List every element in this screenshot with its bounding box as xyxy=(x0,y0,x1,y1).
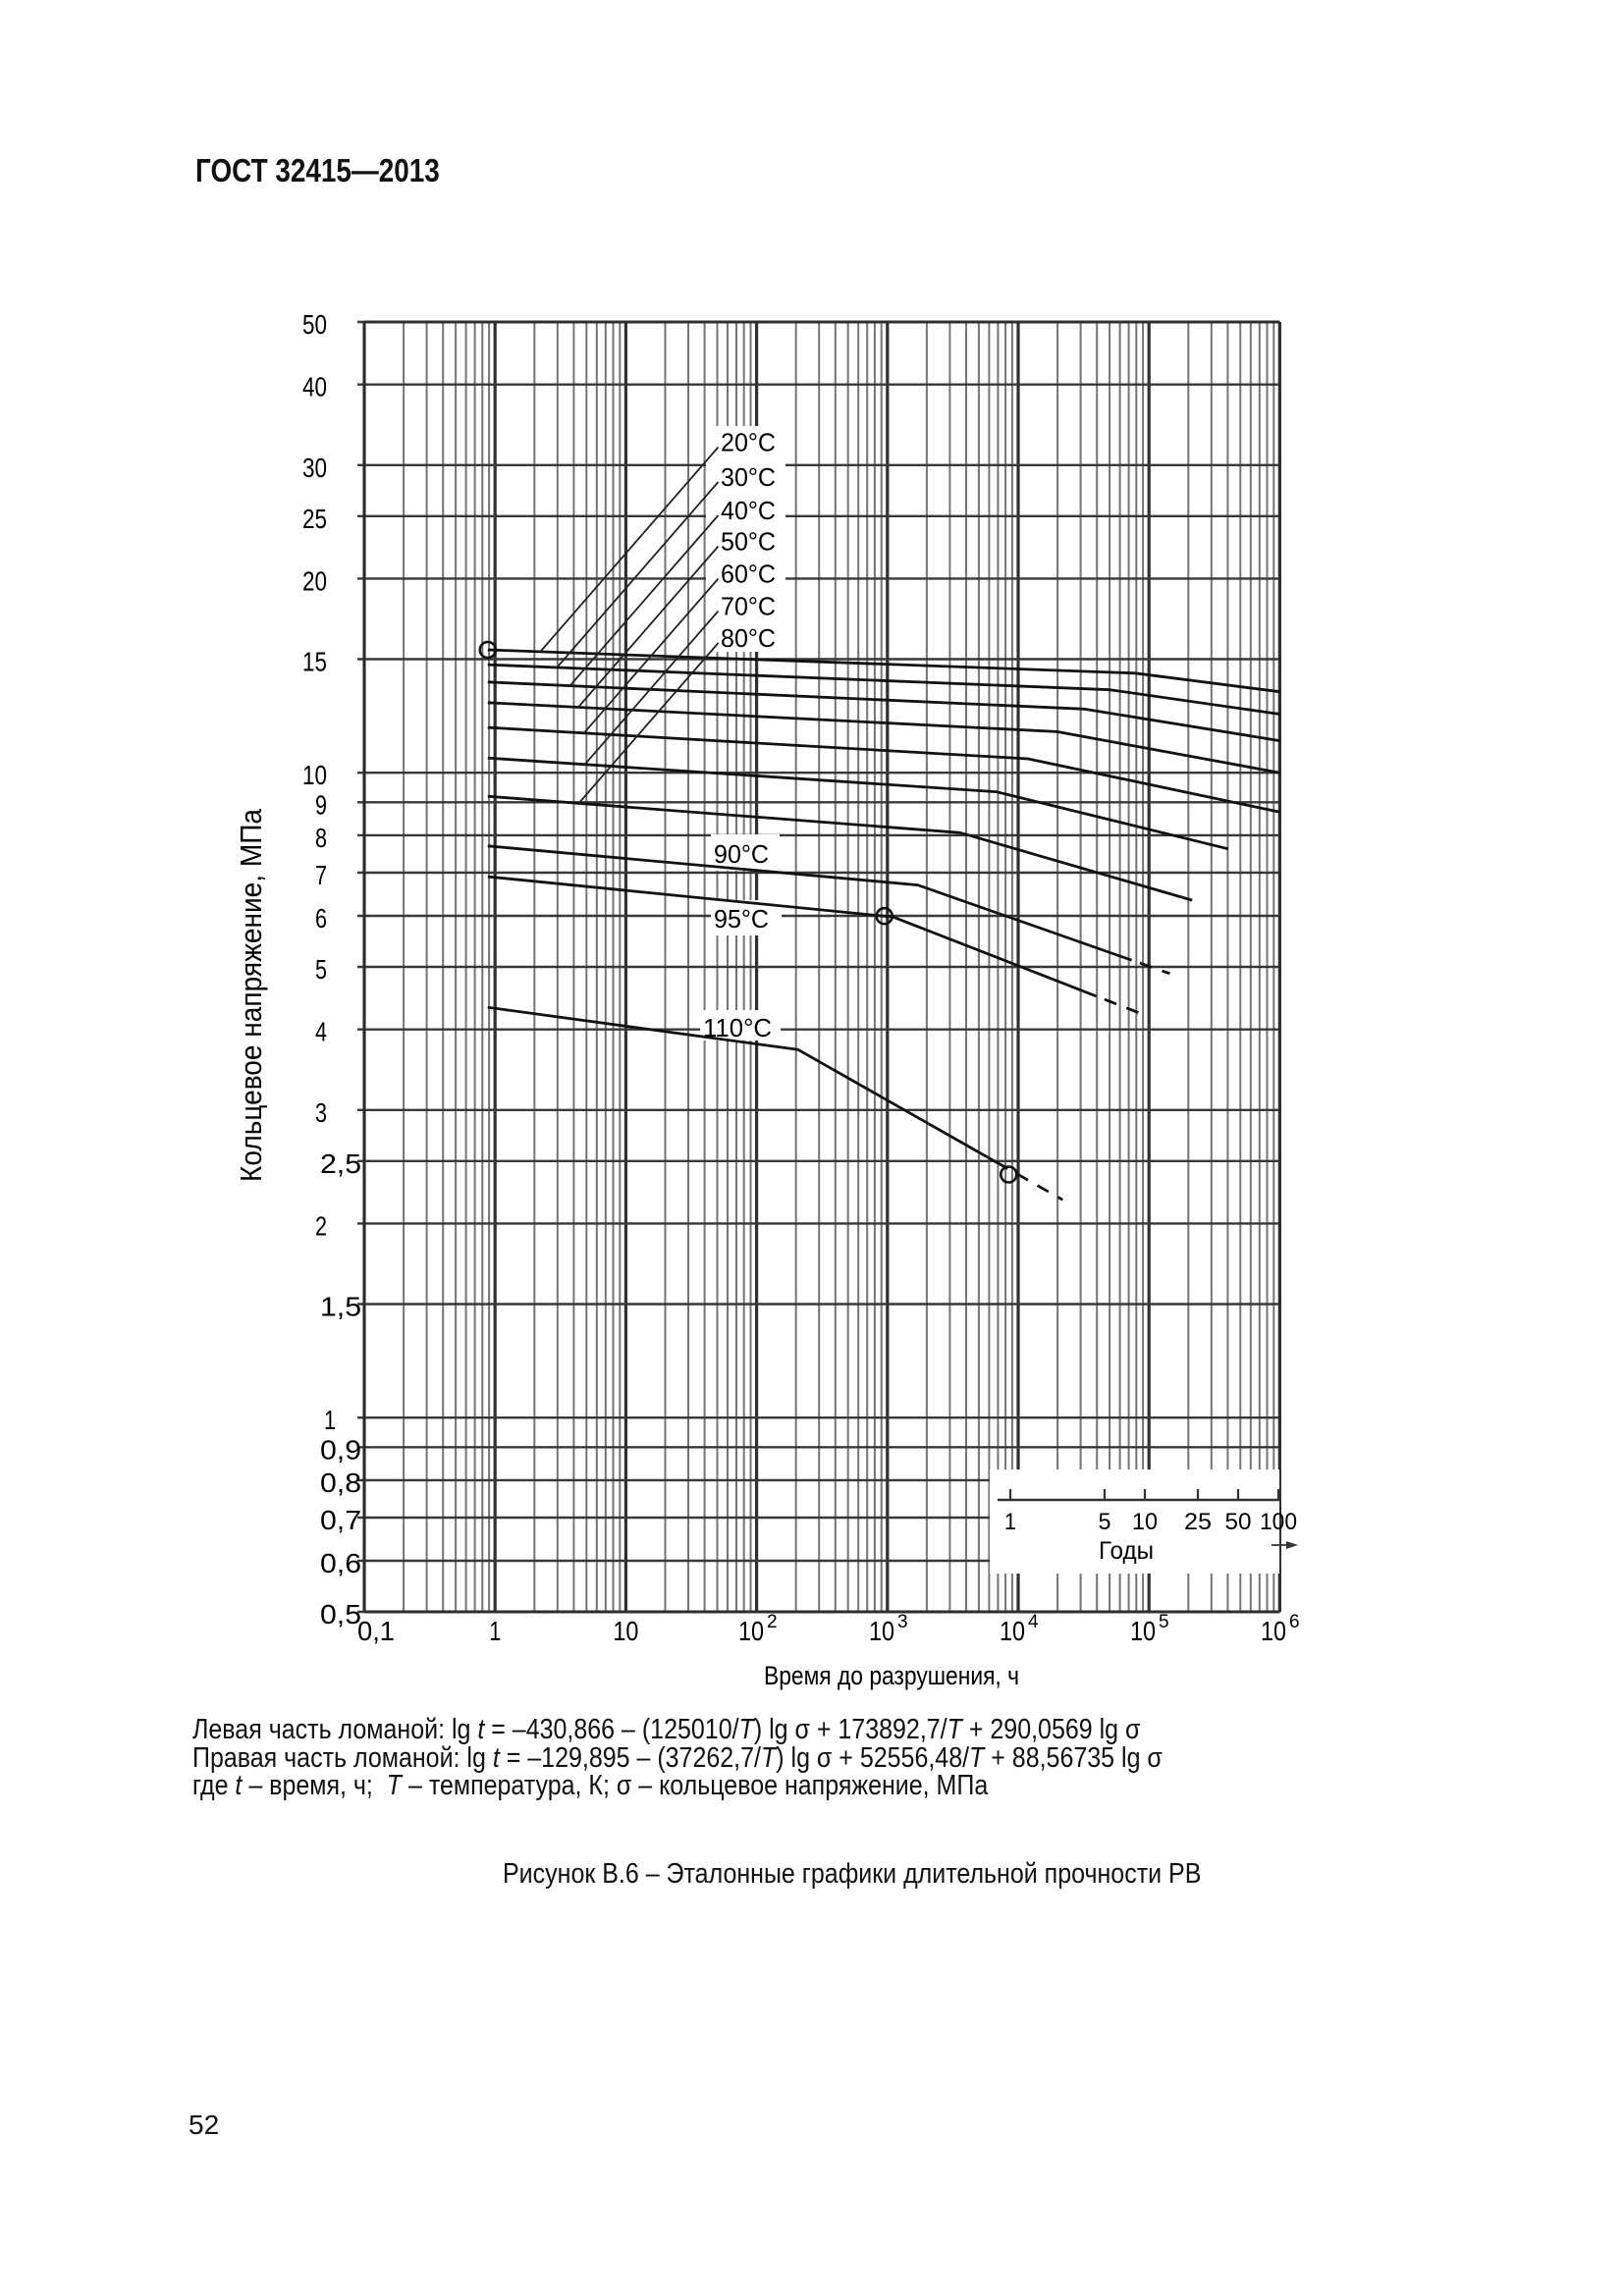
svg-text:10: 10 xyxy=(1130,1616,1156,1646)
svg-text:1,5: 1,5 xyxy=(320,1292,361,1322)
svg-text:10: 10 xyxy=(1000,1616,1025,1646)
svg-text:3: 3 xyxy=(897,1612,908,1632)
svg-text:2: 2 xyxy=(315,1210,327,1241)
svg-text:1: 1 xyxy=(489,1616,501,1646)
svg-text:0,1: 0,1 xyxy=(357,1616,395,1646)
svg-text:20°C: 20°C xyxy=(721,428,776,457)
svg-text:5: 5 xyxy=(315,954,327,985)
svg-text:30°C: 30°C xyxy=(721,462,776,492)
svg-text:25: 25 xyxy=(1184,1509,1212,1535)
svg-text:10: 10 xyxy=(302,760,327,790)
svg-text:40°C: 40°C xyxy=(721,496,776,525)
svg-text:4: 4 xyxy=(1028,1612,1039,1632)
svg-text:50°C: 50°C xyxy=(721,527,776,557)
svg-text:30: 30 xyxy=(302,453,327,483)
svg-text:8: 8 xyxy=(315,823,327,853)
svg-text:25: 25 xyxy=(302,504,327,534)
svg-text:1: 1 xyxy=(324,1405,336,1435)
svg-text:95°C: 95°C xyxy=(714,904,769,934)
svg-text:2,5: 2,5 xyxy=(320,1148,361,1179)
svg-text:Кольцевое напряжение, МПа: Кольцевое напряжение, МПа xyxy=(234,808,268,1182)
svg-text:5: 5 xyxy=(1159,1612,1169,1632)
svg-text:50: 50 xyxy=(1225,1509,1252,1535)
svg-text:10: 10 xyxy=(613,1616,638,1646)
svg-text:7: 7 xyxy=(315,860,327,890)
svg-text:2: 2 xyxy=(767,1612,778,1632)
svg-text:3: 3 xyxy=(315,1097,327,1128)
svg-text:1: 1 xyxy=(1004,1509,1016,1535)
svg-text:Время до разрушения, ч: Время до разрушения, ч xyxy=(764,1661,1019,1690)
svg-text:70°C: 70°C xyxy=(721,592,776,621)
svg-text:0,5: 0,5 xyxy=(320,1599,361,1629)
svg-text:10: 10 xyxy=(869,1616,894,1646)
svg-text:0,6: 0,6 xyxy=(320,1548,361,1578)
svg-text:6: 6 xyxy=(1289,1612,1300,1632)
svg-text:0,8: 0,8 xyxy=(320,1468,361,1498)
svg-text:10: 10 xyxy=(1132,1509,1158,1535)
svg-text:100: 100 xyxy=(1260,1509,1297,1535)
svg-text:6: 6 xyxy=(315,903,327,934)
svg-text:90°C: 90°C xyxy=(714,839,769,869)
svg-text:Годы: Годы xyxy=(1099,1537,1154,1565)
svg-text:4: 4 xyxy=(315,1017,327,1047)
svg-text:110°C: 110°C xyxy=(703,1013,772,1042)
svg-text:10: 10 xyxy=(1261,1616,1286,1646)
svg-text:9: 9 xyxy=(315,789,327,820)
svg-text:10: 10 xyxy=(738,1616,764,1646)
svg-text:0,9: 0,9 xyxy=(320,1434,361,1465)
svg-text:50: 50 xyxy=(302,309,327,340)
svg-text:60°C: 60°C xyxy=(721,560,776,589)
svg-text:5: 5 xyxy=(1099,1509,1111,1535)
svg-text:40: 40 xyxy=(302,372,327,402)
svg-text:15: 15 xyxy=(302,647,327,677)
svg-text:80°C: 80°C xyxy=(721,623,776,653)
svg-text:20: 20 xyxy=(302,565,327,596)
svg-text:0,7: 0,7 xyxy=(320,1505,361,1535)
